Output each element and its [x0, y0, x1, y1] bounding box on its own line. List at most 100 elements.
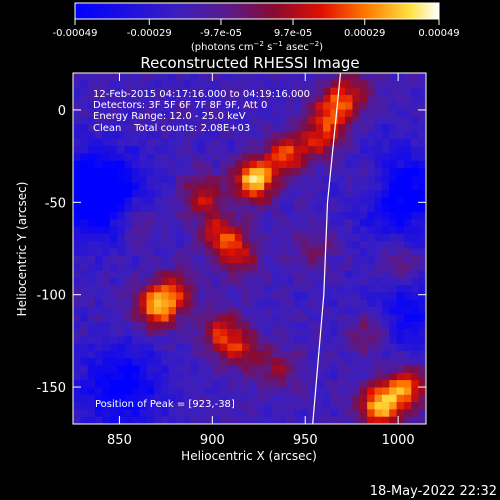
heatmap-cell [198, 80, 206, 89]
heatmap-cell [278, 197, 287, 206]
heatmap-cell [271, 102, 280, 111]
heatmap-cell [293, 336, 302, 345]
heatmap-cell [293, 138, 302, 147]
heatmap-cell [389, 233, 398, 242]
heatmap-cell [352, 270, 361, 279]
heatmap-cell [389, 204, 398, 213]
heatmap-cell [381, 153, 390, 162]
heatmap-cell [337, 168, 346, 176]
heatmap-cell [131, 416, 140, 424]
heatmap-cell [411, 270, 420, 279]
heatmap-cell [403, 116, 412, 125]
heatmap-cell [315, 211, 324, 220]
heatmap-cell [220, 124, 228, 132]
heatmap-cell [146, 380, 155, 388]
heatmap-cell [212, 402, 221, 410]
heatmap-cell [389, 387, 398, 396]
heatmap-cell [146, 124, 155, 132]
heatmap-cell [271, 248, 280, 257]
heatmap-cell [80, 365, 89, 374]
heatmap-cell [234, 94, 243, 103]
heatmap-cell [330, 292, 339, 301]
heatmap-cell [146, 80, 155, 89]
heatmap-cell [175, 197, 184, 206]
heatmap-cell [286, 131, 295, 140]
heatmap-cell [227, 292, 236, 301]
heatmap-cell [220, 372, 228, 381]
heatmap-cell [374, 94, 383, 103]
heatmap-cell [168, 233, 177, 242]
heatmap-cell [264, 124, 273, 132]
heatmap-cell [330, 394, 339, 403]
heatmap-cell [190, 292, 199, 301]
heatmap-cell [403, 416, 412, 424]
heatmap-cell [352, 314, 361, 323]
heatmap-cell [403, 226, 412, 235]
heatmap-cell [168, 307, 177, 315]
heatmap-cell [286, 211, 295, 220]
heatmap-cell [234, 248, 243, 257]
heatmap-cell [234, 277, 243, 286]
heatmap-cell [95, 409, 103, 418]
heatmap-cell [337, 211, 346, 220]
heatmap-cell [352, 153, 361, 162]
heatmap-cell [109, 211, 118, 220]
heatmap-cell [80, 285, 89, 293]
heatmap-cell [227, 350, 236, 359]
heatmap-cell [271, 263, 280, 271]
heatmap-cell [102, 73, 111, 81]
heatmap-cell [359, 409, 368, 418]
heatmap-cell [374, 263, 383, 271]
heatmap-cell [411, 380, 420, 388]
heatmap-cell [153, 358, 162, 366]
heatmap-cell [389, 190, 398, 198]
heatmap-cell [330, 102, 339, 111]
heatmap-cell [278, 168, 287, 176]
heatmap-cell [153, 226, 162, 235]
heatmap-cell [205, 102, 214, 111]
heatmap-cell [183, 80, 192, 89]
heatmap-cell [220, 307, 228, 315]
heatmap-cell [198, 372, 206, 381]
heatmap-cell [168, 416, 177, 424]
heatmap-cell [396, 314, 405, 323]
heatmap-cell [227, 175, 236, 184]
heatmap-cell [175, 211, 184, 220]
heatmap-cell [381, 146, 390, 154]
heatmap-cell [190, 131, 199, 140]
heatmap-cell [374, 190, 383, 198]
heatmap-cell [183, 328, 192, 337]
heatmap-cell [153, 299, 162, 308]
heatmap-cell [212, 328, 221, 337]
heatmap-cell [198, 336, 206, 345]
heatmap-cell [153, 219, 162, 228]
heatmap-cell [315, 80, 324, 89]
heatmap-cell [205, 365, 214, 374]
heatmap-cell [271, 73, 280, 81]
heatmap-cell [212, 233, 221, 242]
heatmap-cell [198, 102, 206, 111]
heatmap-cell [131, 372, 140, 381]
heatmap-cell [418, 219, 426, 228]
heatmap-cell [337, 197, 346, 206]
heatmap-cell [117, 102, 125, 111]
heatmap-cell [389, 263, 398, 271]
heatmap-cell [345, 204, 353, 213]
heatmap-cell [168, 124, 177, 132]
heatmap-cell [352, 343, 361, 352]
heatmap-cell [315, 394, 324, 403]
heatmap-cell [278, 182, 287, 191]
heatmap-cell [87, 328, 96, 337]
y-tick-label: -50 [45, 196, 66, 211]
heatmap-cell [95, 153, 103, 162]
heatmap-cell [102, 219, 111, 228]
heatmap-cell [161, 292, 170, 301]
x-tick-label: 850 [107, 433, 132, 448]
heatmap-cell [271, 365, 280, 374]
heatmap-cell [337, 175, 346, 184]
heatmap-cell [242, 204, 250, 213]
heatmap-cell [109, 131, 118, 140]
heatmap-cell [109, 255, 118, 264]
heatmap-cell [367, 102, 376, 111]
heatmap-cell [146, 343, 155, 352]
